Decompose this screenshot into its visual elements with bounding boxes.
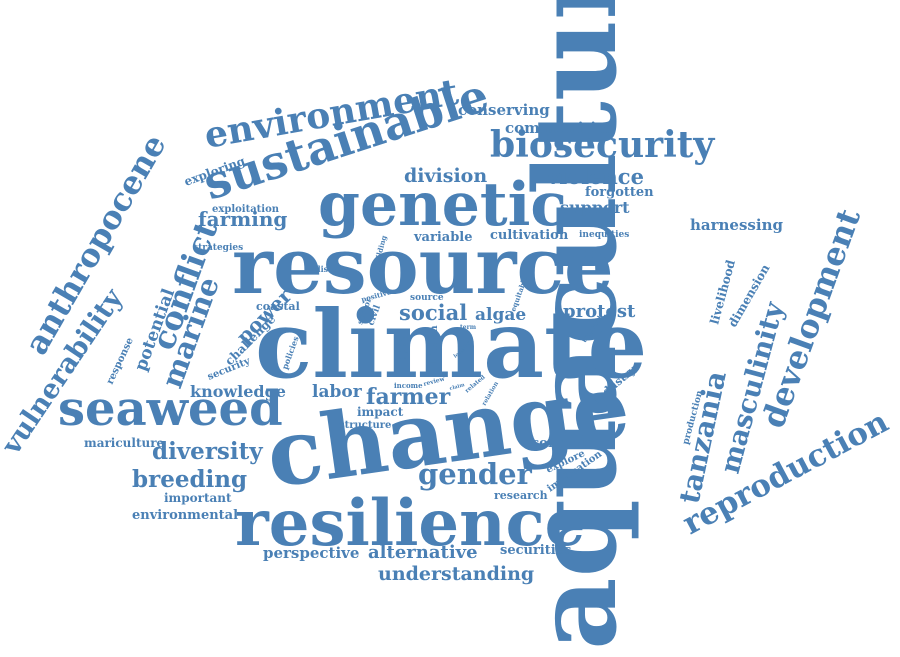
word-division: division (404, 165, 487, 187)
word-income: income (394, 381, 423, 390)
word-harnessing: harnessing (690, 216, 783, 234)
word-environmental: environmental (132, 508, 238, 523)
word-securities: securities (500, 543, 571, 558)
word-structure: structure (339, 420, 391, 431)
word-resilience: resilience (235, 486, 585, 561)
word-understanding: understanding (378, 563, 534, 585)
word-coastal: coastal (256, 300, 300, 313)
word-conserving: conserving (458, 101, 550, 119)
word-important: important (164, 491, 232, 505)
word-cultivation: cultivation (490, 228, 569, 243)
word-perspective: perspective (263, 544, 359, 562)
word-protest: protest (563, 301, 636, 322)
word-alternative: alternative (368, 542, 478, 563)
word-resource: resource (232, 221, 614, 312)
word-support: support (560, 198, 630, 217)
word-knowledge: knowledge (190, 382, 286, 401)
word-farming: farming (198, 207, 287, 231)
word-disease: disease (315, 264, 348, 274)
word-exploitation: exploitation (212, 204, 280, 215)
word-source: source (410, 293, 444, 303)
word-breeding: breeding (132, 466, 247, 493)
word-term: term (460, 324, 477, 331)
word-biosecurity: biosecurity (490, 124, 715, 166)
word-poor: poor (396, 355, 409, 361)
word-claim: claim (449, 382, 466, 392)
word-hidden: hidden (429, 325, 440, 364)
word-climate: climate (255, 290, 647, 400)
word-social: social (399, 300, 467, 325)
word-law: law (397, 342, 407, 348)
word-communities: communities (505, 119, 614, 137)
word-response: response (105, 336, 136, 386)
word-right: right (395, 336, 410, 342)
word-build: build (395, 349, 410, 355)
word-mariculture: mariculture (84, 436, 165, 450)
word-violence: violence (546, 164, 644, 189)
word-labor: labor (312, 382, 363, 402)
word-inequities: inequities (579, 230, 629, 240)
word-aquaculture: aquaculture (511, 0, 642, 650)
word-variable: variable (413, 230, 473, 245)
word-research: research (494, 489, 548, 502)
word-algae: algae (475, 305, 526, 325)
word-economic: economic (523, 436, 593, 451)
word-strategies: strategies (193, 243, 243, 253)
word-farmer: farmer (366, 384, 451, 410)
word-genetic: genetic (318, 170, 567, 240)
word-forgotten: forgotten (585, 185, 654, 200)
word-seaweed: seaweed (58, 381, 283, 437)
word-impact: impact (357, 405, 404, 419)
word-gender: gender (418, 457, 533, 491)
word-diversity: diversity (152, 438, 263, 465)
